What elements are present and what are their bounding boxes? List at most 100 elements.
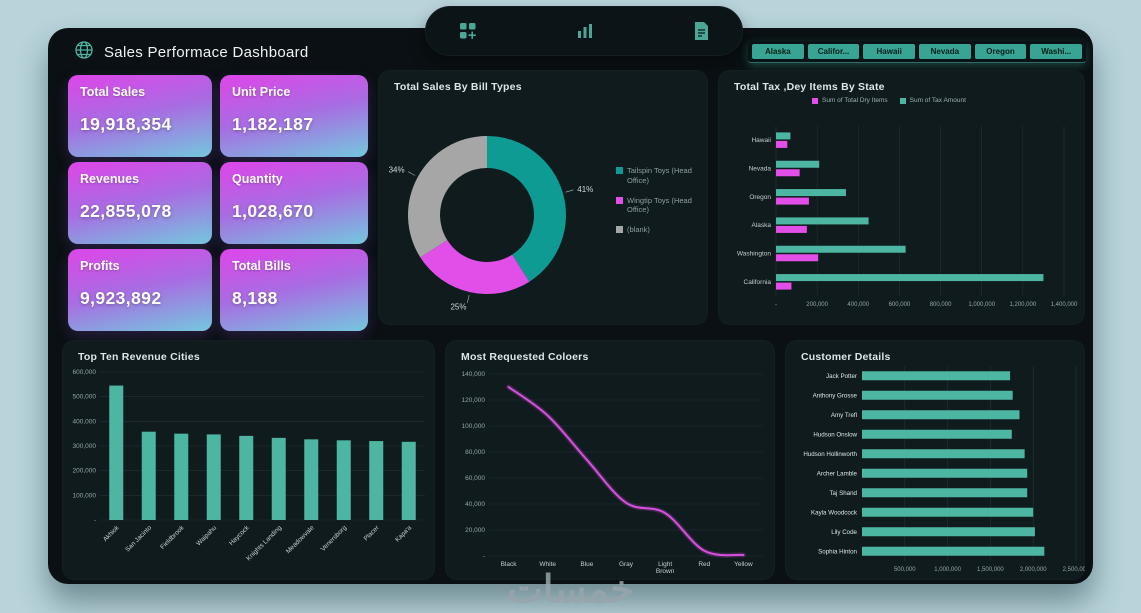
bar: [862, 429, 1012, 439]
bill-types-legend: Tailspin Toys (Head Office) Wingtip Toys …: [616, 166, 704, 235]
bar: [776, 282, 792, 290]
kpi-value: 9,923,892: [80, 288, 162, 308]
axis-tick-label: 800,000: [930, 302, 952, 308]
bar: [776, 274, 1044, 282]
kpi-label: Unit Price: [232, 85, 291, 99]
bar: [304, 439, 319, 520]
slicer-washi[interactable]: Washi...: [1030, 44, 1083, 59]
category-label: Hudson Onslow: [813, 431, 857, 438]
bar-chart-icon[interactable]: [575, 21, 595, 41]
percent-label: 25%: [450, 303, 466, 312]
kpi-value: 19,918,354: [80, 114, 172, 134]
bar: [776, 140, 788, 148]
bar: [862, 390, 1013, 400]
bar: [206, 434, 221, 520]
kpi-label: Total Bills: [232, 259, 291, 273]
category-label: Kayla Woodcock: [811, 509, 858, 516]
report-icon[interactable]: [692, 21, 710, 41]
line-series: [507, 386, 745, 557]
kpi-label: Total Sales: [80, 85, 146, 99]
kpi-value: 22,855,078: [80, 201, 172, 221]
category-label: Haycock: [228, 524, 251, 547]
axis-tick-label: 60,000: [465, 475, 485, 482]
axis-tick-label: -: [483, 553, 485, 560]
kpi-grid: Total Sales 19,918,354 Unit Price 1,182,187…: [68, 75, 368, 331]
top-cities-bar-chart: 600,000 500,000 400,000 300,000 200,000 100,0…: [73, 369, 425, 562]
category-label: Gray: [619, 561, 634, 568]
bar: [239, 435, 254, 520]
kpi-label: Quantity: [232, 172, 283, 186]
legend-swatch-icon: [899, 97, 906, 104]
axis-tick-label: 80,000: [465, 449, 485, 456]
axis-tick-label: 500,000: [894, 567, 916, 573]
panel-customer-details: Customer Details 500,000 1,000,000 1,500,0…: [785, 340, 1085, 580]
axis-tick-label: -: [94, 517, 96, 524]
kpi-label: Profits: [80, 259, 120, 273]
legend-label: (blank): [627, 225, 650, 234]
legend-swatch-icon: [616, 226, 623, 233]
bar: [862, 546, 1045, 556]
bar: [109, 385, 124, 520]
axis-tick-label: -: [775, 302, 777, 308]
axis-tick-label: 20,000: [465, 527, 485, 534]
category-label: Venersborg: [320, 524, 349, 553]
bar: [776, 245, 906, 253]
slicer-califor[interactable]: Califor...: [807, 44, 860, 59]
category-label: Black: [501, 561, 518, 568]
category-label: San Jacinto: [124, 524, 153, 553]
bar: [271, 437, 286, 520]
category-label: Amy Trefl: [831, 412, 857, 419]
category-label: Placer: [363, 524, 382, 543]
category-label: Red: [698, 561, 710, 568]
axis-tick-label: 1,000,000: [968, 302, 995, 308]
kpi-card-total-sales: Total Sales 19,918,354: [68, 75, 212, 157]
bar: [401, 441, 416, 520]
label-leader-line: [407, 171, 416, 176]
category-label: Waipahu: [195, 524, 218, 547]
grid-add-icon[interactable]: [458, 21, 478, 41]
slicer-alaska[interactable]: Alaska: [752, 44, 804, 59]
category-label: Nevada: [749, 166, 772, 173]
bar: [776, 225, 807, 233]
tax-by-state-bar-chart: - 200,000 400,000 600,000 800,000 1,000,000 1,…: [737, 126, 1078, 308]
bar: [776, 217, 869, 225]
legend-label: Sum of Total Dry Items: [822, 97, 888, 104]
slicer-oregon[interactable]: Oregon: [974, 44, 1027, 59]
page-title: Sales Performace Dashboard: [104, 44, 309, 61]
axis-tick-label: 2,500,000: [1063, 567, 1085, 573]
kpi-value: 8,188: [232, 288, 278, 308]
category-label: Fieldbrook: [159, 524, 186, 551]
bar: [776, 132, 791, 140]
percent-label: 34%: [389, 166, 405, 175]
kpi-card-total-bills: Total Bills 8,188: [220, 249, 368, 331]
donut-slice: [408, 136, 487, 258]
axis-tick-label: 1,400,000: [1051, 302, 1078, 308]
category-label: Jack Potter: [826, 373, 857, 380]
category-label: Hudson Hollinworth: [803, 451, 857, 458]
legend-item: Sum of Total Dry Items: [812, 97, 888, 104]
watermark: خمسات: [507, 569, 634, 611]
kpi-card-profits: Profits 9,923,892: [68, 249, 212, 331]
axis-tick-label: 2,000,000: [1020, 567, 1047, 573]
category-label: Taj Shand: [829, 490, 857, 497]
category-label: Blue: [580, 561, 593, 568]
label-leader-line: [565, 189, 574, 193]
bar: [776, 160, 820, 168]
state-slicer: Alaska Califor... Hawaii Nevada Oregon Washi.…: [748, 41, 1086, 63]
category-label: Hawaii: [751, 137, 771, 144]
category-label: Archer Lamble: [817, 470, 858, 477]
bar: [174, 433, 189, 520]
kpi-card-revenues: Revenues 22,855,078: [68, 162, 212, 244]
slicer-hawaii[interactable]: Hawaii: [863, 44, 916, 59]
category-label: Knights Landing: [245, 524, 283, 562]
bar: [862, 410, 1020, 420]
category-label: Sophia Hinton: [818, 548, 857, 555]
category-label: Lily Code: [831, 529, 857, 536]
category-label: California: [744, 279, 772, 286]
bar: [369, 441, 384, 520]
bar: [776, 169, 800, 177]
slicer-nevada[interactable]: Nevada: [919, 44, 971, 59]
category-label: Akhiok: [102, 524, 121, 543]
panel-title: Most Requested Coloers: [461, 351, 589, 363]
panel-most-requested-colors: Most Requested Coloers 140,000 120,000 100…: [445, 340, 775, 580]
